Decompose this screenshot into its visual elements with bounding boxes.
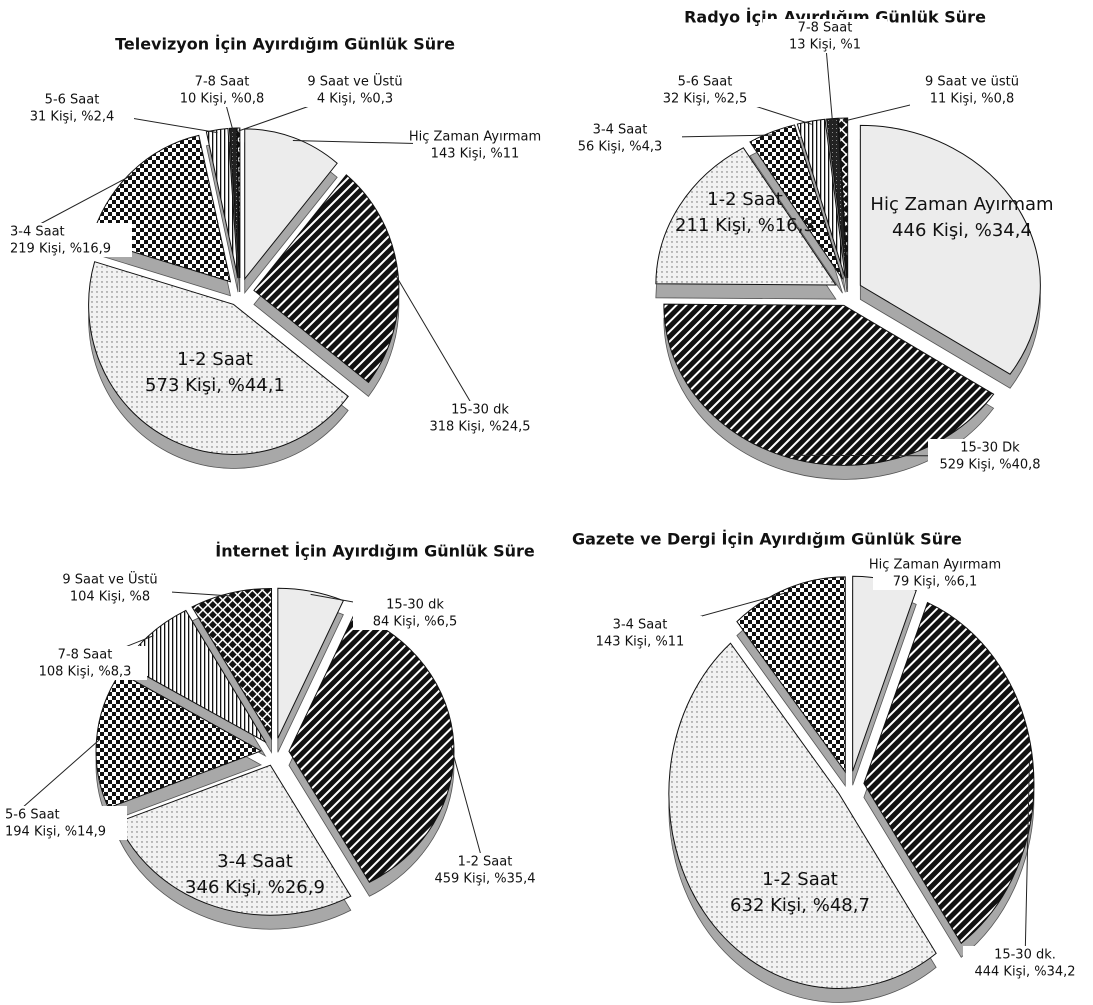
slice-category: 5-6 Saat [678, 75, 733, 90]
label-bg [418, 401, 542, 435]
slice-value-label: 446 Kişi, %34,4 [892, 220, 1032, 241]
label-bg [763, 19, 887, 53]
slice-value-label: 13 Kişi, %1 [789, 38, 861, 53]
slice-category: 3-4 Saat [10, 225, 65, 240]
slice-value-label: 632 Kişi, %48,7 [730, 895, 870, 916]
label-bg [423, 853, 547, 887]
slice [95, 672, 263, 809]
slice [117, 764, 352, 916]
slice-category: 1-2 Saat [177, 349, 253, 370]
label-bg [578, 616, 702, 650]
slice-category: 3-4 Saat [613, 618, 668, 633]
slice-category: 1-2 Saat [707, 189, 783, 210]
slice-category: 15-30 dk [451, 403, 509, 418]
slice [668, 642, 937, 989]
slice-category: 1-2 Saat [458, 855, 513, 870]
slice [253, 174, 400, 384]
slice-category: 7-8 Saat [58, 648, 113, 663]
slice-value-label: 84 Kişi, %6,5 [373, 615, 458, 630]
slice-value-label: 143 Kişi, %11 [596, 635, 685, 650]
slice-category: 3-4 Saat [593, 123, 648, 138]
slice-value-label: 104 Kişi, %8 [70, 590, 150, 605]
chart-title: İnternet İçin Ayırdığım Günlük Süre [215, 542, 535, 561]
label-bg [8, 223, 132, 257]
chart-title: Radyo İçin Ayırdığım Günlük Süre [684, 8, 986, 27]
label-bg [293, 73, 417, 107]
slice-value-label: 219 Kişi, %16,9 [10, 242, 111, 257]
slice [191, 587, 273, 741]
slice [288, 612, 455, 883]
leader-line [394, 274, 481, 419]
slice-value-label: 32 Kişi, %2,5 [663, 92, 748, 107]
slice [796, 118, 846, 279]
slice-category: 9 Saat ve Üstü [307, 73, 402, 90]
label-bg [48, 571, 172, 605]
label-bg [160, 73, 284, 107]
slice-category: Hiç Zaman Ayırmam [409, 130, 541, 145]
slice-category: 3-4 Saat [217, 851, 293, 872]
slice [88, 261, 349, 455]
slice-value-label: 108 Kişi, %8,3 [39, 665, 132, 680]
label-bg [413, 128, 537, 162]
slice-value-label: 79 Kişi, %6,1 [893, 575, 978, 590]
slice-category: 9 Saat ve Üstü [62, 571, 157, 588]
slice-value-label: 10 Kişi, %0,8 [180, 92, 265, 107]
slice-value-label: 31 Kişi, %2,4 [30, 110, 115, 125]
chart-title: Gazete ve Dergi İçin Ayırdığım Günlük Sü… [572, 530, 962, 549]
label-bg [873, 556, 997, 590]
slice-value-label: 444 Kişi, %34,2 [974, 965, 1075, 980]
slice-category: 15-30 Dk [960, 441, 1020, 456]
label-bg [3, 806, 127, 840]
slice [663, 303, 995, 466]
slice-category: Hiç Zaman Ayırmam [870, 194, 1053, 215]
slice-category: 1-2 Saat [762, 869, 838, 890]
leader-line [1024, 761, 1030, 964]
slice-category: 15-30 dk [386, 598, 444, 613]
slice-category: 7-8 Saat [798, 21, 853, 36]
slice-value-label: 573 Kişi, %44,1 [145, 375, 285, 396]
label-bg [23, 646, 147, 680]
slice-category: 5-6 Saat [45, 93, 100, 108]
slice [236, 127, 241, 279]
slice-value-label: 11 Kişi, %0,8 [930, 92, 1015, 107]
label-bg [928, 439, 1052, 473]
slice-value-label: 56 Kişi, %4,3 [578, 140, 663, 155]
label-bg [353, 596, 477, 630]
label-bg [963, 946, 1087, 980]
slice-category: 15-30 dk. [994, 948, 1056, 963]
slice-value-label: 459 Kişi, %35,4 [434, 872, 535, 887]
slice-value-label: 346 Kişi, %26,9 [185, 877, 325, 898]
leader-line [449, 743, 486, 871]
slice [736, 576, 846, 774]
slice-category: Hiç Zaman Ayırmam [869, 558, 1001, 573]
slice-value-label: 143 Kişi, %11 [431, 147, 520, 162]
slice [838, 117, 849, 279]
slice-value-label: 194 Kişi, %14,9 [5, 825, 106, 840]
slice [859, 124, 1041, 375]
label-bg [558, 121, 682, 155]
slice-value-label: 318 Kişi, %24,5 [429, 420, 530, 435]
slice [244, 128, 338, 281]
slice-category: 9 Saat ve üstü [925, 75, 1019, 90]
label-bg [910, 73, 1034, 107]
slice-value-label: 211 Kişi, %16,3 [675, 215, 815, 236]
slice [749, 124, 843, 280]
label-bg [643, 73, 767, 107]
chart-title: Televizyon İçin Ayırdığım Günlük Süre [115, 35, 455, 54]
slice-category: 5-6 Saat [5, 808, 60, 823]
slice-value-label: 529 Kişi, %40,8 [939, 458, 1040, 473]
label-bg [10, 91, 134, 125]
slice [205, 127, 239, 279]
slice [863, 601, 1035, 945]
slice [655, 147, 837, 286]
slice-value-label: 4 Kişi, %0,3 [317, 92, 393, 107]
slice-category: 7-8 Saat [195, 75, 250, 90]
